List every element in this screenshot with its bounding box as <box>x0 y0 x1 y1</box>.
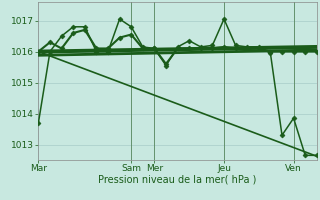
X-axis label: Pression niveau de la mer( hPa ): Pression niveau de la mer( hPa ) <box>99 175 257 185</box>
